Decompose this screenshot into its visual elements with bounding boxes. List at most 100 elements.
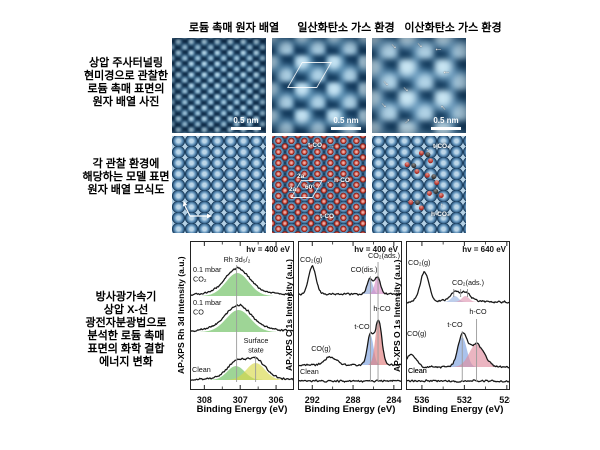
curve-label: 0.1 mbar [193, 298, 222, 307]
peak-annotation: h-CO [373, 304, 391, 313]
peak-annotation: CO₂(g) [408, 258, 430, 267]
curve-label: Clean [300, 367, 319, 376]
plot-frame [298, 241, 402, 390]
x-tick-label: 288 [346, 395, 361, 405]
peak-fill [453, 296, 477, 302]
xps-c1s-plot: Clean CO₂(g) CO₂(ads.) CO(dis.) h-COt-CO CO(g… [298, 241, 402, 405]
lattice-2a-label: 2a [297, 173, 305, 180]
curve-label: CO₂ [193, 275, 207, 284]
co-adsorbate-layer [272, 136, 366, 233]
peak-annotation: Rh 3d₅/₂ [224, 255, 251, 264]
x-tick-label: 536 [414, 395, 429, 405]
x-tick-label: 307 [233, 395, 248, 405]
scale-bar-label: 0.5 nm [433, 116, 459, 126]
peak-annotation: CO(g) [407, 329, 427, 338]
column-header-co: 일산화탄소 가스 환경 [297, 22, 395, 34]
row-label-line: 에너지 변화 [99, 356, 153, 368]
t-co-bottom-arrow-icon [326, 204, 333, 211]
atom-lattice [172, 136, 266, 233]
defect-arrow-icon [442, 69, 451, 78]
defect-arrow-icon [378, 98, 391, 111]
row-label-line: 방사광가속기 [95, 291, 157, 303]
curve-label: Clean [408, 366, 427, 375]
peak-annotation: CO₂(ads.) [452, 278, 484, 287]
scale-bar-label: 0.5 nm [233, 116, 259, 126]
defect-arrow-icon [400, 114, 413, 127]
plot-title: hv = 400 eV [246, 245, 290, 254]
defect-arrow-icon [380, 76, 393, 89]
x-tick-label: 306 [269, 395, 284, 405]
stm-image-co2: 0.5 nm [372, 38, 466, 133]
spectrum-curve [190, 303, 294, 333]
plot-frame [190, 241, 294, 390]
crystal-axes-icon [182, 201, 212, 219]
column-header-rh: 로듐 촉매 원자 배열 [188, 22, 280, 34]
curve-label: Clean [192, 365, 211, 374]
peak-annotation: Surface [244, 336, 269, 345]
spectrum-curve [298, 379, 402, 383]
defect-arrow-icon [434, 46, 443, 55]
plot-title: hv = 400 eV [354, 245, 398, 254]
row-label-line: 현미경으로 관찰한 [83, 70, 168, 82]
curve-label: 0.1 mbar [193, 265, 222, 274]
x-tick-label: 532 [457, 395, 472, 405]
model-clean [172, 136, 266, 233]
row-label-line: 상압 X-선 [103, 304, 149, 316]
scale-bar: 0.5 nm [431, 116, 461, 130]
peak-annotation: CO(g) [311, 344, 331, 353]
angle-60-label: 60° [305, 184, 315, 191]
rh3d-y-axis-label: AP-XPS Rh 3d Intensity (a.u.) [176, 256, 186, 375]
model-co: t-CO 2a 2a 60° h-CO t-CO [272, 136, 366, 233]
c1s-x-axis-label: Binding Energy (eV) [304, 404, 396, 415]
plot-title: hv = 640 eV [462, 245, 506, 254]
row-label-line: 광전자분광법으로 [85, 317, 167, 329]
scale-bar: 0.5 nm [331, 116, 361, 130]
peak-annotation: state [248, 346, 264, 355]
spectrum-curve [406, 271, 510, 304]
x-tick-label: 528 [499, 395, 510, 405]
row-label-line: 로듐 촉매 표면의 [87, 83, 165, 95]
column-header-co2: 이산화탄소 가스 환경 [404, 22, 502, 34]
defect-arrow-icon [436, 102, 449, 115]
peak-annotation: CO₂(ads.) [368, 251, 400, 260]
t-co2-label: t-CO₂ [433, 143, 450, 150]
row-label-line: 분석한 로듐 촉매 [87, 330, 165, 342]
t-co-bottom-label: t-CO [320, 213, 335, 220]
defect-arrow-icon [388, 39, 401, 52]
scale-bar-line [331, 127, 361, 130]
row-label-line: 원자 배열 모식도 [87, 184, 165, 196]
x-tick-label: 292 [305, 395, 320, 405]
spectrum-curve [298, 319, 402, 367]
defect-arrow-icon [400, 82, 413, 95]
plot-frame [406, 241, 510, 390]
row-label-xps: 방사광가속기 상압 X-선 광전자분광법으로 분석한 로듐 촉매 표면의 화학 … [70, 291, 182, 369]
xps-o1s-plot: CleanCO₂(g)CO₂(ads.)h-COt-COCO(g)Cleanhv… [406, 241, 510, 405]
row-label-model: 각 관찰 환경에 해당하는 모델 표면 원자 배열 모식도 [70, 158, 182, 197]
o1s-y-axis-label: AP-XPS O 1s Intensity (a.u.) [392, 259, 402, 372]
row-label-line: 원자 배열 사진 [92, 96, 160, 108]
lattice-2a-label: 2a [289, 186, 297, 193]
row-label-line: 표면의 화학 결합 [87, 343, 165, 355]
x-tick-label: 284 [386, 395, 401, 405]
peak-annotation: CO(dis.) [351, 265, 378, 274]
spectrum-curve [190, 356, 294, 381]
row-label-stm: 상압 주사터널링 현미경으로 관찰한 로듐 촉매 표면의 원자 배열 사진 [70, 57, 182, 109]
row-label-line: 각 관찰 환경에 [92, 158, 160, 170]
t-co-arrow-icon [328, 143, 335, 150]
peak-annotation: h-CO [469, 307, 487, 316]
scale-bar-label: 0.5 nm [333, 116, 359, 126]
peak-annotation: Clean [408, 366, 427, 375]
o1s-x-axis-label: Binding Energy (eV) [412, 404, 504, 415]
scale-bar: 0.5 nm [231, 116, 261, 130]
row-label-line: 해당하는 모델 표면 [82, 171, 170, 183]
x-tick-label: 308 [197, 395, 212, 405]
peak-annotation: CO₂(g) [300, 255, 322, 264]
spectrum-curve [406, 379, 510, 383]
t-co-top-label: t-CO [308, 142, 323, 149]
peak-annotation: t-CO [354, 322, 370, 331]
c1s-y-axis-label: AP-XPS C 1s Intensity (a.u.) [284, 259, 294, 372]
curve-label: CO [193, 308, 204, 317]
h-co-label: h-CO [334, 177, 350, 184]
